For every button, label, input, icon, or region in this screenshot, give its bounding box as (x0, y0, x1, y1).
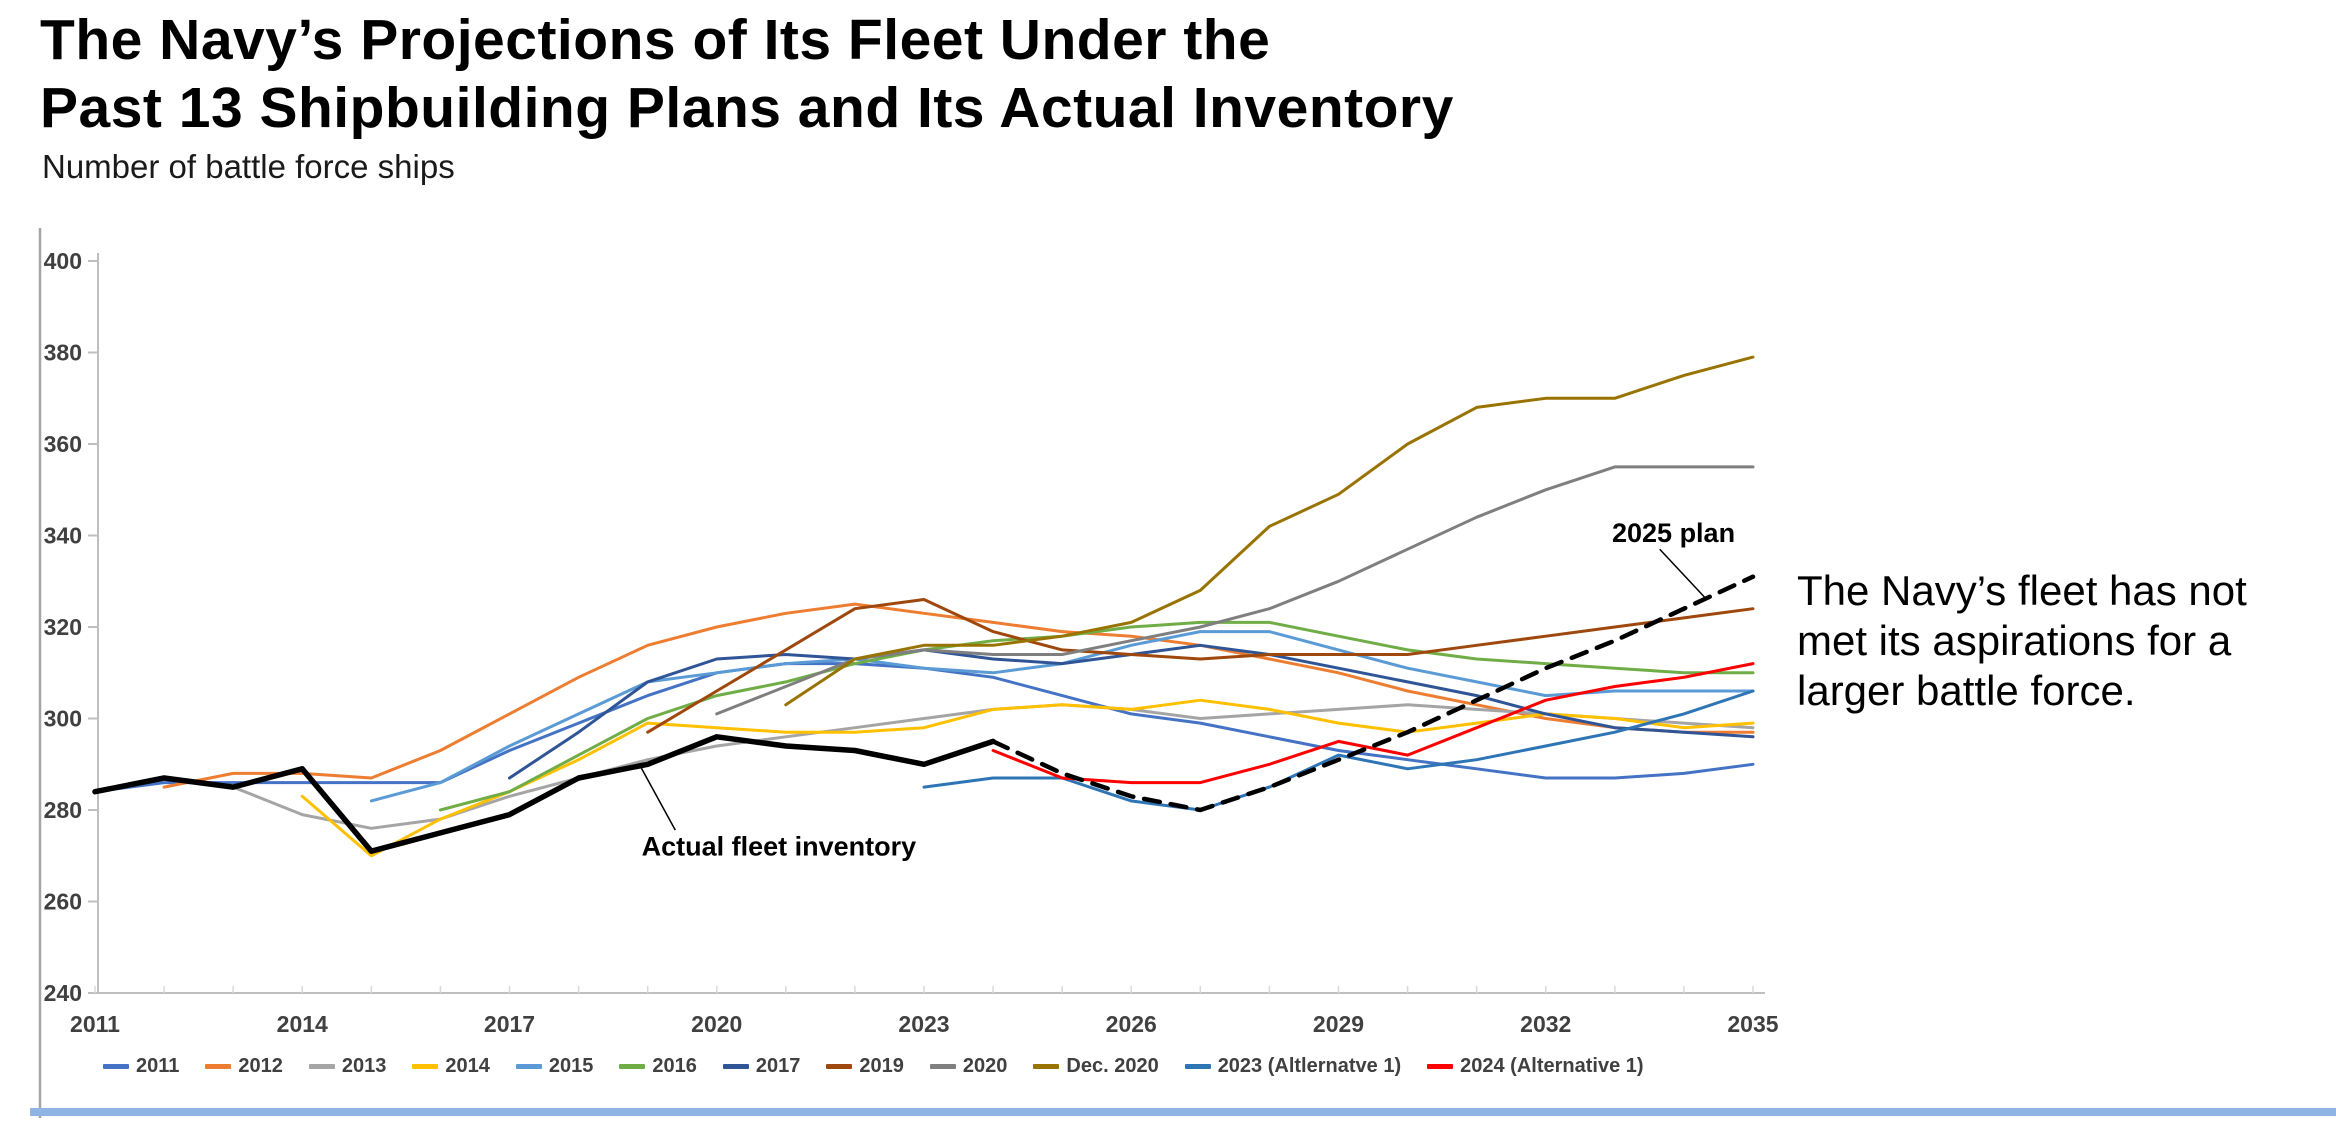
series-line-2014 (300, 698, 1755, 858)
legend-item-2020: 2020 (929, 1055, 1008, 1078)
legend-label-2013: 2013 (341, 1055, 387, 1077)
y-tick-label: 380 (44, 340, 82, 366)
annotation-label-2025-plan: 2025 plan (1612, 518, 1735, 548)
x-tick-label: 2014 (277, 1011, 328, 1037)
series-line-2016 (438, 620, 1755, 812)
side-note-line-2: met its aspirations for a (1797, 617, 2232, 664)
y-tick-label: 400 (44, 248, 82, 274)
legend-swatch-2014 (412, 1064, 439, 1069)
legend-item-2019: 2019 (826, 1055, 904, 1078)
annotation-pointer-2025-plan (1659, 548, 1706, 598)
series-line-dec-2020 (784, 355, 1755, 707)
legend-item-2024-alternative-1: 2024 (Alternative 1) (1427, 1055, 1644, 1078)
legend-label-2015: 2015 (548, 1055, 594, 1077)
x-tick-label: 2020 (691, 1011, 742, 1037)
x-tick-label: 2017 (484, 1011, 535, 1037)
legend-item-dec-2020: Dec. 2020 (1033, 1055, 1159, 1078)
chart-legend: 2011 2012 2013 2014 2015 2016 2017 2019 2020 Dec.… (103, 1055, 2203, 1078)
side-note-line-3: larger battle force. (1797, 667, 2136, 714)
chart-units-subtitle: Number of battle force ships (42, 148, 455, 185)
x-tick-label: 2029 (1313, 1011, 1364, 1037)
x-tick-label: 2032 (1520, 1011, 1571, 1037)
series-line-2020 (715, 465, 1755, 716)
legend-swatch-2012 (205, 1064, 232, 1069)
y-tick-label: 360 (44, 431, 82, 457)
legend-label-2011: 2011 (136, 1055, 180, 1077)
y-tick-label: 280 (44, 797, 82, 823)
legend-label-2012: 2012 (238, 1055, 283, 1077)
legend-swatch-2019 (826, 1064, 853, 1069)
legend-item-2015: 2015 (515, 1055, 594, 1078)
y-tick-label: 320 (44, 614, 82, 640)
bottom-accent-bar (30, 1108, 2336, 1116)
y-tick-label: 340 (44, 523, 82, 549)
page-title: The Navy’s Projections of Its Fleet Unde… (40, 6, 1454, 142)
side-note-line-1: The Navy’s fleet has not (1797, 567, 2247, 614)
x-tick-label: 2011 (70, 1011, 120, 1037)
legend-item-2011: 2011 (103, 1055, 179, 1078)
side-note: The Navy’s fleet has not met its aspirat… (1797, 566, 2336, 716)
legend-swatch-2020 (929, 1064, 956, 1069)
legend-item-2023-altlernatve-1: 2023 (Altlernatve 1) (1184, 1055, 1402, 1078)
legend-swatch-2017 (722, 1064, 749, 1069)
series-line-2019 (646, 598, 1755, 734)
legend-swatch-2024-alternative-1 (1427, 1064, 1454, 1069)
x-tick-label: 2026 (1106, 1011, 1157, 1037)
legend-item-2016: 2016 (619, 1055, 697, 1078)
x-tick-label: 2023 (898, 1011, 949, 1037)
page-title-line-1: The Navy’s Projections of Its Fleet Unde… (40, 8, 1271, 72)
series-line-actual-fleet-inventory (92, 734, 996, 854)
series-line-2025-plan (990, 574, 1756, 813)
annotation-pointer-actual-fleet-inventory (640, 766, 676, 831)
legend-swatch-2011 (103, 1064, 129, 1069)
legend-label-2016: 2016 (652, 1055, 697, 1077)
legend-item-2013: 2013 (308, 1055, 387, 1078)
legend-swatch-dec-2020 (1033, 1064, 1060, 1069)
legend-item-2012: 2012 (205, 1055, 283, 1078)
legend-label-2020: 2020 (962, 1055, 1008, 1077)
series-line-2024-alternative-1 (991, 662, 1755, 785)
legend-swatch-2016 (619, 1064, 646, 1069)
annotation-label-actual-fleet-inventory: Actual fleet inventory (642, 832, 917, 862)
legend-label-2017: 2017 (755, 1055, 801, 1077)
legend-swatch-2023-altlernatve-1 (1184, 1064, 1211, 1069)
x-tick-label: 2035 (1727, 1011, 1778, 1037)
y-tick-label: 300 (44, 706, 82, 732)
legend-item-2017: 2017 (722, 1055, 801, 1078)
legend-label-2019: 2019 (859, 1055, 904, 1077)
legend-label-2014: 2014 (445, 1055, 490, 1077)
series-line-2012 (162, 602, 1755, 789)
legend-item-2014: 2014 (412, 1055, 490, 1078)
page-title-line-2: Past 13 Shipbuilding Plans and Its Actua… (40, 76, 1454, 140)
legend-swatch-2015 (515, 1064, 542, 1069)
legend-label-dec-2020: Dec. 2020 (1066, 1055, 1159, 1077)
legend-label-2023-altlernatve-1: 2023 (Altlernatve 1) (1217, 1055, 1402, 1077)
legend-label-2024-alternative-1: 2024 (Alternative 1) (1460, 1055, 1644, 1077)
y-tick-label: 260 (44, 889, 82, 915)
y-tick-label: 240 (44, 980, 82, 1006)
legend-swatch-2013 (308, 1064, 335, 1069)
